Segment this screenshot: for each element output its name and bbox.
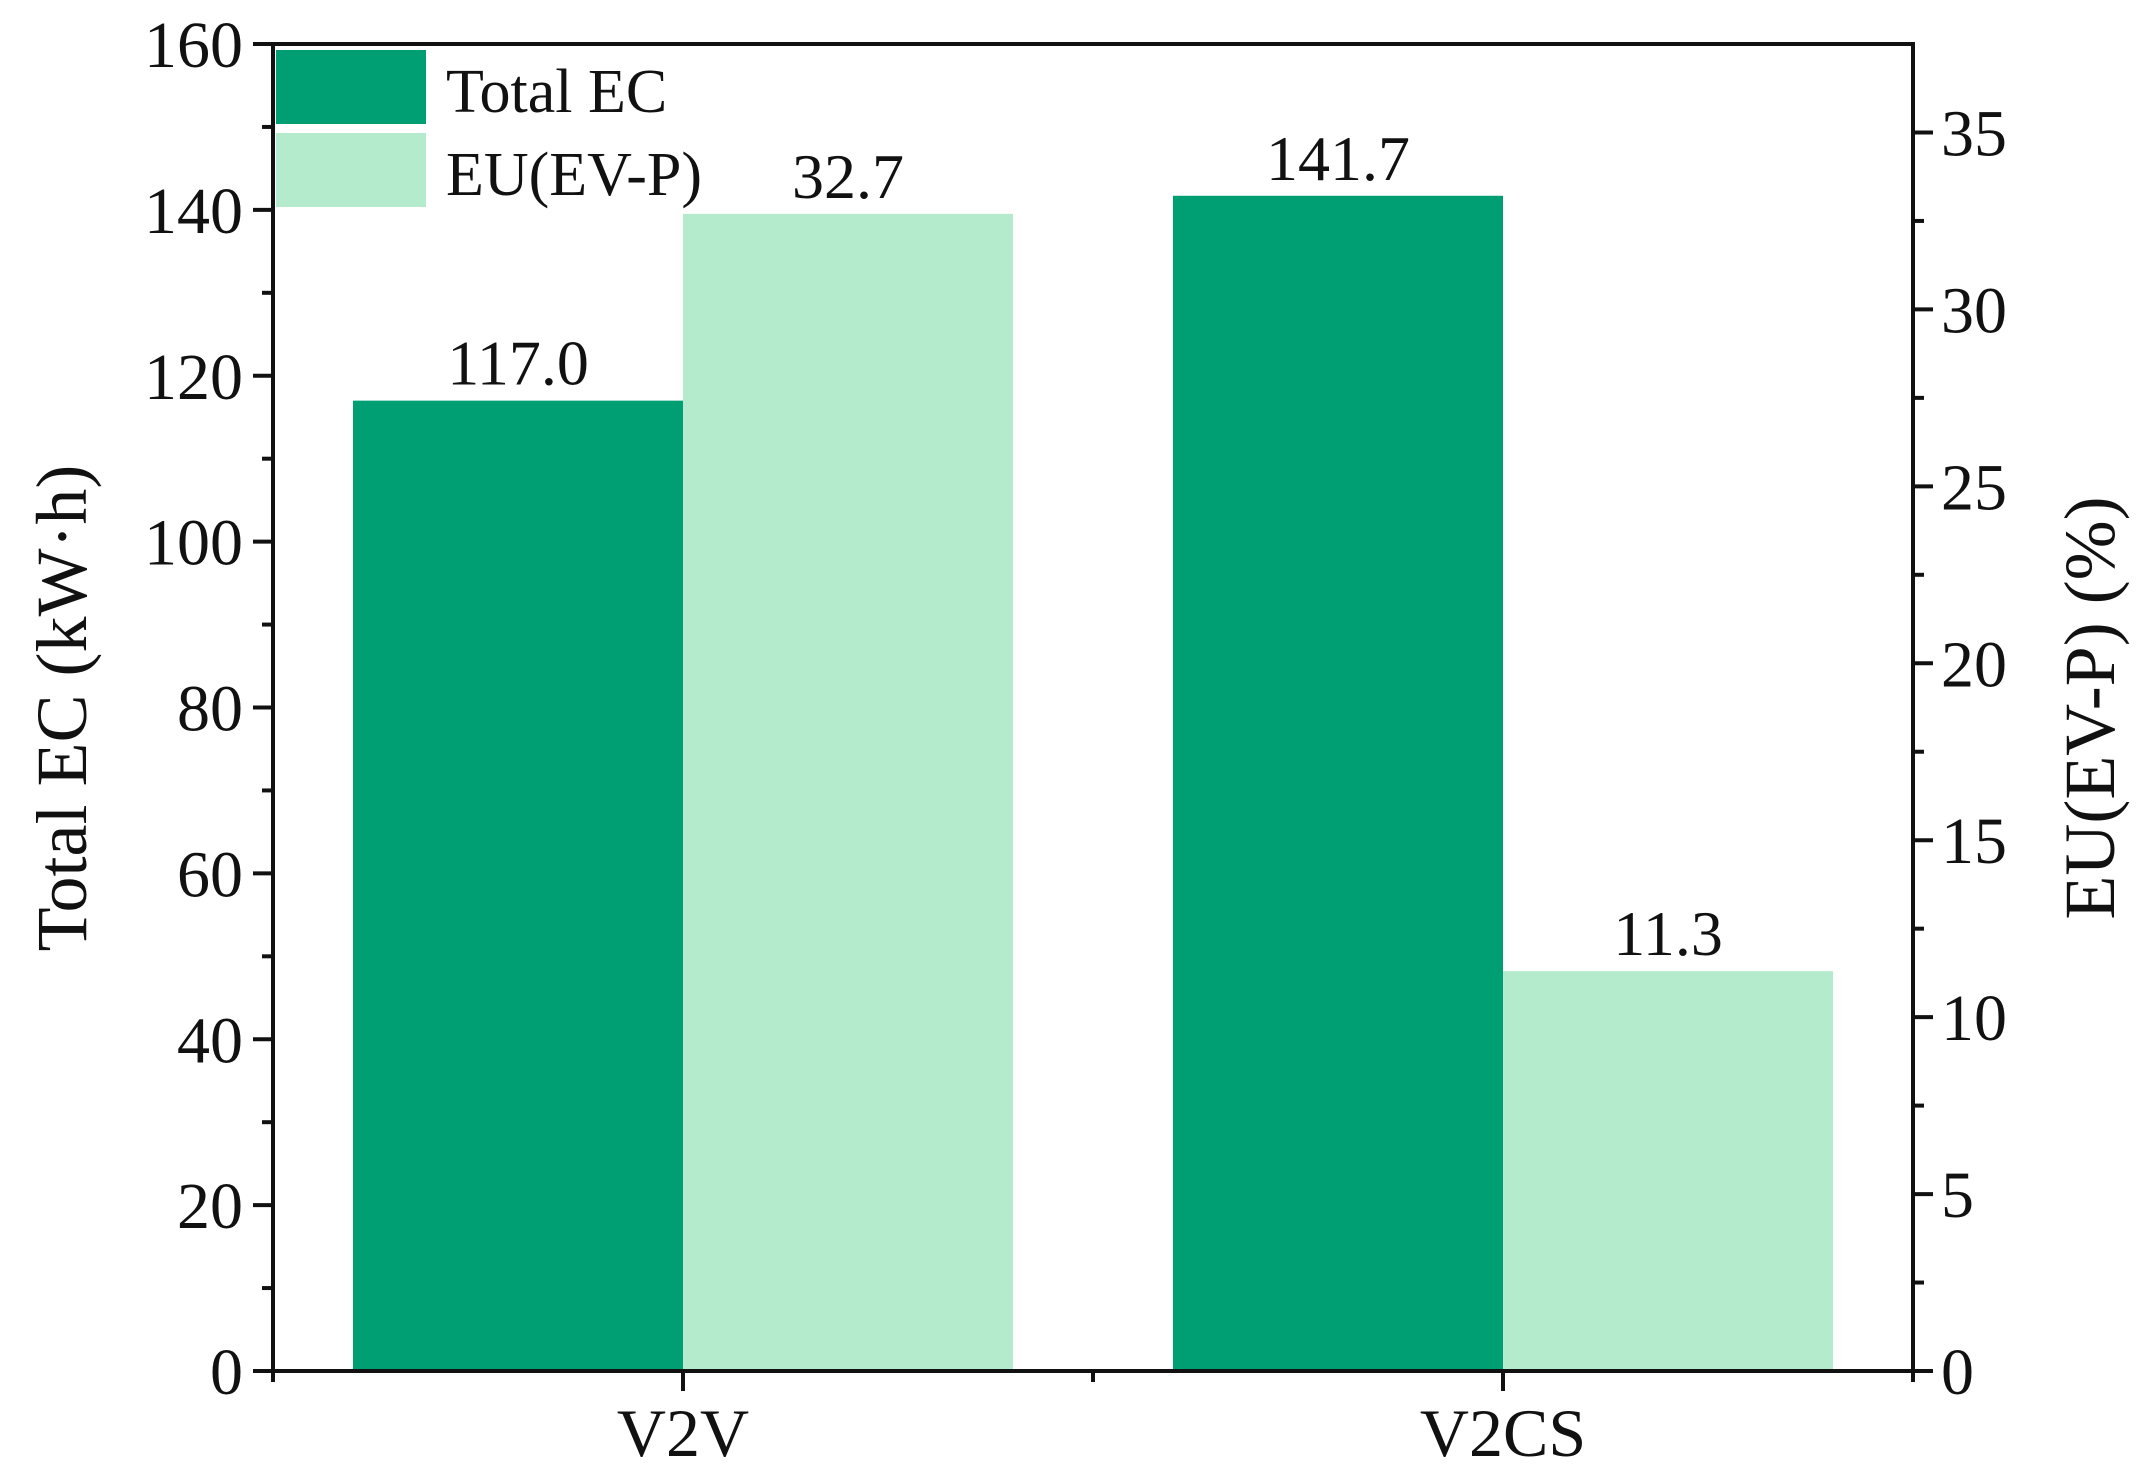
y-tick-label: 40 — [177, 1004, 243, 1077]
y-tick-label: 160 — [144, 9, 243, 82]
y-tick-label: 140 — [144, 175, 243, 248]
bar-eu-ev-p-v2v — [683, 213, 1013, 1372]
x-tick-label: V2V — [617, 1395, 749, 1471]
y-tick-label: 0 — [210, 1336, 243, 1409]
y2-tick-label: 15 — [1941, 805, 2007, 878]
y-axis-title: Total EC (kW·h) — [22, 465, 102, 952]
left-axis: 0 20 40 60 80 100 120 140 160 — [144, 9, 273, 1409]
y2-tick-label: 25 — [1941, 451, 2007, 524]
y2-tick-label: 30 — [1941, 274, 2007, 347]
data-label: 117.0 — [447, 328, 589, 399]
y-tick-label: 20 — [177, 1170, 243, 1243]
legend-label-total-ec: Total EC — [446, 58, 667, 126]
y2-tick-label: 10 — [1941, 982, 2007, 1055]
y2-tick-label: 35 — [1941, 97, 2007, 170]
data-labels: 117.0 32.7 141.7 11.3 — [447, 123, 1723, 969]
data-label: 32.7 — [792, 141, 904, 212]
bar-total-ec-v2v — [353, 400, 683, 1372]
bar-eu-ev-p-v2cs — [1503, 971, 1833, 1371]
legend-swatch-total-ec — [276, 50, 426, 124]
y-tick-label: 120 — [144, 341, 243, 414]
data-label: 141.7 — [1266, 123, 1410, 194]
legend: Total EC EU(EV-P) — [276, 50, 702, 209]
legend-label-eu-ev-p: EU(EV-P) — [446, 141, 702, 209]
right-axis: 0 5 10 15 20 25 30 35 — [1913, 97, 2007, 1409]
y2-tick-label: 5 — [1941, 1159, 1974, 1232]
y2-tick-label: 20 — [1941, 628, 2007, 701]
y-tick-label: 100 — [144, 507, 243, 580]
y-tick-label: 80 — [177, 673, 243, 746]
legend-swatch-eu-ev-p — [276, 133, 426, 207]
data-label: 11.3 — [1613, 898, 1723, 969]
y2-axis-title: EU(EV-P) (%) — [2050, 496, 2130, 919]
y2-tick-label: 0 — [1941, 1336, 1974, 1409]
x-axis: V2V V2CS — [271, 1371, 1915, 1471]
x-tick-label: V2CS — [1420, 1395, 1586, 1471]
bars — [353, 195, 1833, 1372]
bar-total-ec-v2cs — [1173, 195, 1503, 1371]
y-tick-label: 60 — [177, 838, 243, 911]
